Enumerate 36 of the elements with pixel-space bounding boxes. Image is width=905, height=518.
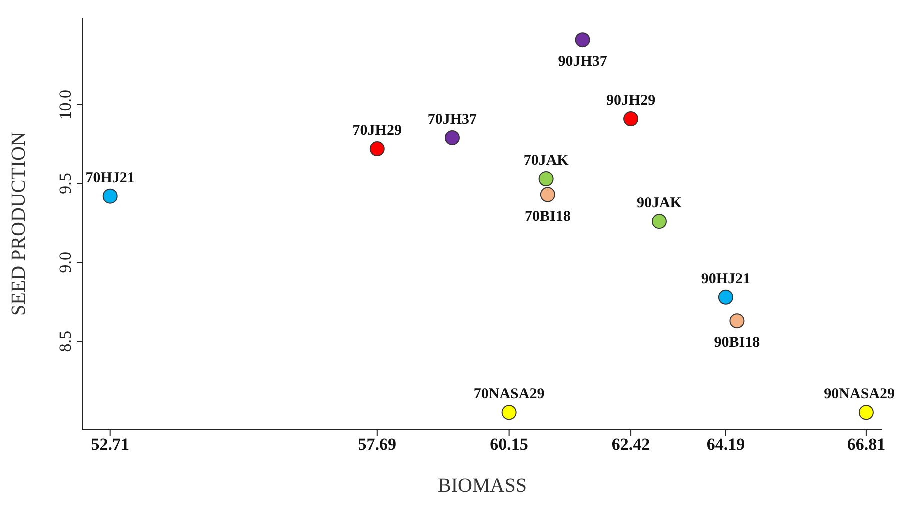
annotation: 70HJ21 (86, 170, 135, 186)
annotation: 70BI18 (525, 208, 571, 225)
point (444, 130, 460, 146)
x-tick-label: 62.42 (612, 435, 650, 454)
y-tick-label: 10.0 (56, 90, 75, 120)
point (370, 142, 385, 157)
point (652, 214, 667, 230)
point (538, 172, 554, 187)
point (502, 405, 517, 420)
point (718, 290, 734, 305)
x-tick-label: 60.15 (490, 435, 528, 454)
x-axis-title: BIOMASS (438, 475, 527, 497)
point (730, 314, 745, 329)
point (102, 188, 118, 204)
point (858, 405, 874, 420)
point (575, 32, 590, 48)
point (540, 187, 556, 202)
annotation: 70JAK (524, 153, 570, 170)
x-tick-label: 57.69 (358, 435, 397, 454)
annotation: 70NASA29 (474, 386, 545, 403)
y-tick-label: 9.0 (56, 252, 75, 274)
x-tick-label: 64.19 (706, 435, 746, 454)
x-tick-label: 66.81 (847, 435, 886, 454)
annotation: 90HJ21 (701, 271, 751, 288)
annotation: 70JH37 (428, 112, 478, 128)
x-tick-label: 52.71 (91, 435, 130, 454)
point (624, 112, 639, 127)
annotation: 90JH29 (606, 93, 656, 110)
annotation: 70JH29 (352, 123, 402, 140)
y-axis-title: SEED PRODUCTION (8, 132, 30, 316)
annotation: 90BI18 (714, 335, 760, 352)
annotation: 90JH37 (558, 54, 608, 70)
annotation: 90NASA29 (824, 386, 895, 403)
y-tick-label: 9.5 (56, 173, 75, 194)
annotation: 90JAK (636, 196, 682, 212)
y-tick-label: 8.5 (56, 330, 75, 352)
